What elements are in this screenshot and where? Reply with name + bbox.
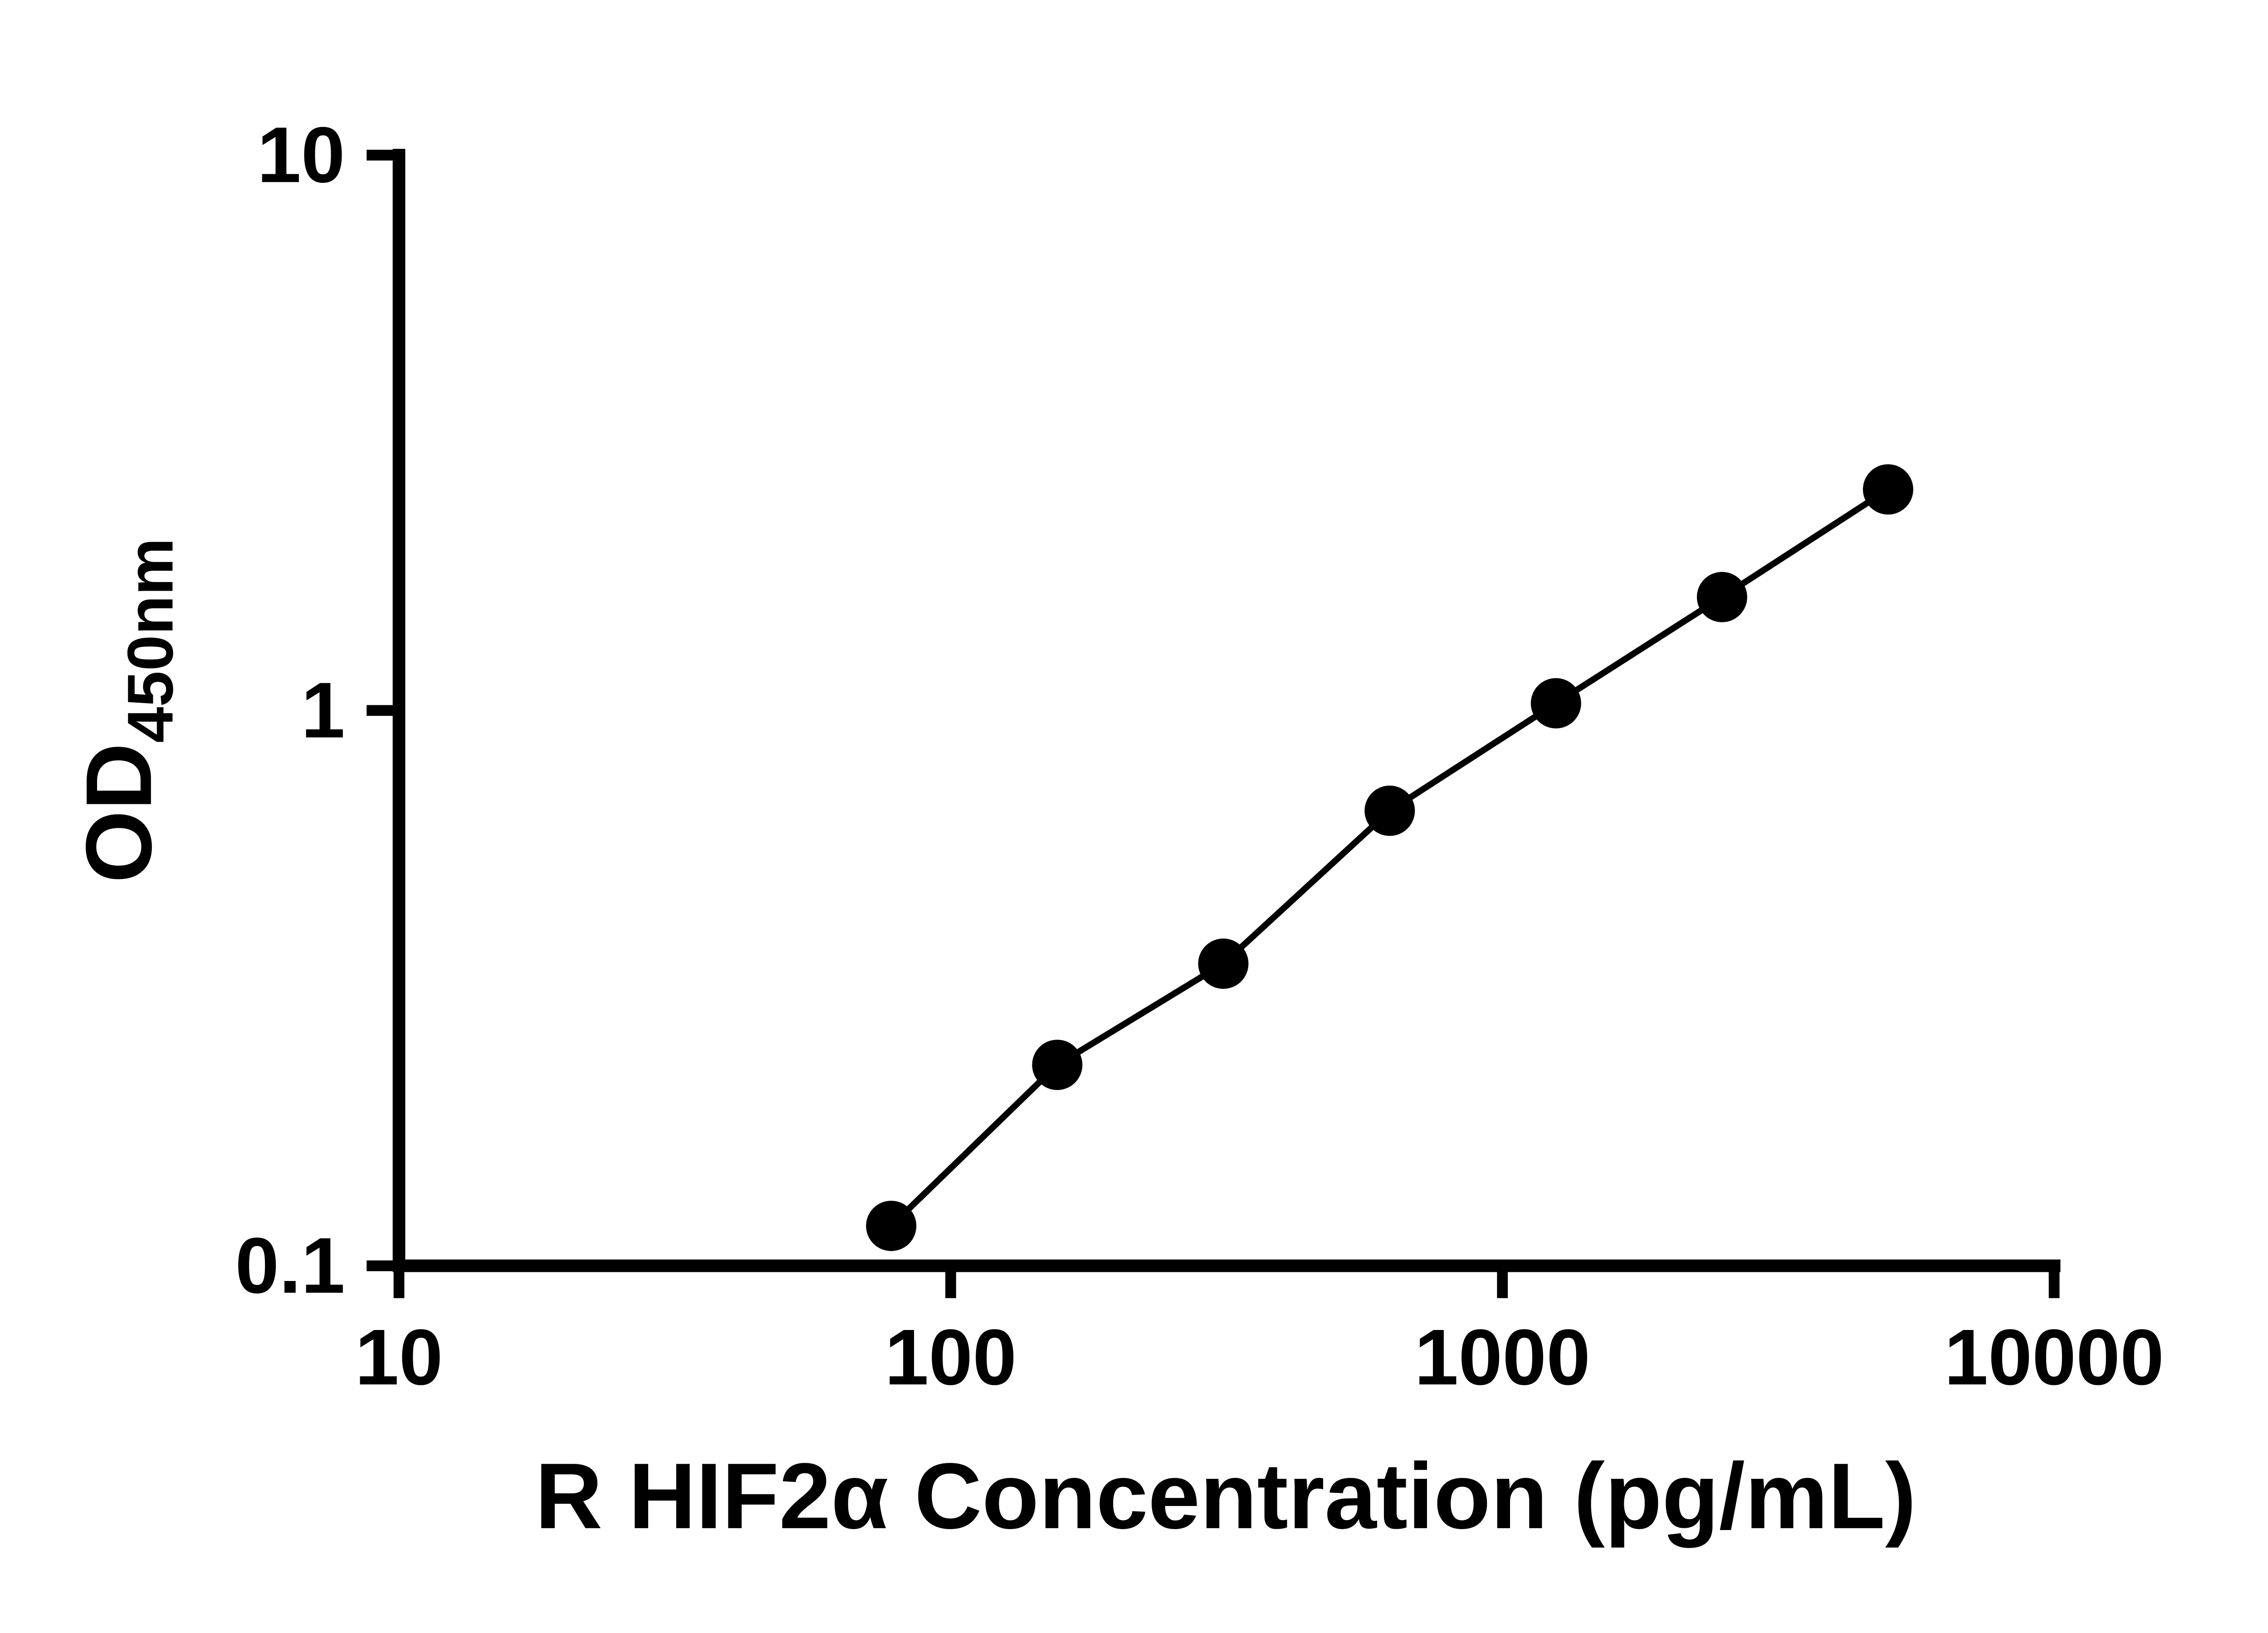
x-tick-label: 10 xyxy=(355,1313,443,1401)
data-point xyxy=(866,1201,917,1252)
y-tick-label: 10 xyxy=(257,110,345,199)
y-tick-label: 1 xyxy=(301,666,345,754)
plot-layer: 10 100 1000 10000 0.1 1 10 xyxy=(235,110,2164,1401)
axis-line xyxy=(392,149,2061,1272)
data-point xyxy=(1364,785,1415,836)
y-axis-title-sub: 450nm xyxy=(114,538,186,743)
x-tick-label: 100 xyxy=(885,1313,1017,1401)
data-point xyxy=(1696,572,1747,622)
x-axis-title: R HIF2α Concentration (pg/mL) xyxy=(535,1443,1916,1548)
x-tick-label: 1000 xyxy=(1414,1313,1590,1401)
y-axis-title-main: OD xyxy=(66,743,171,883)
data-point xyxy=(1198,939,1249,989)
data-point xyxy=(1530,678,1581,728)
data-point xyxy=(1862,464,1913,515)
data-point xyxy=(1032,1040,1083,1090)
y-axis-title: OD450nm xyxy=(66,538,187,883)
x-tick-label: 10000 xyxy=(1944,1313,2164,1401)
y-tick-label: 0.1 xyxy=(235,1221,345,1310)
